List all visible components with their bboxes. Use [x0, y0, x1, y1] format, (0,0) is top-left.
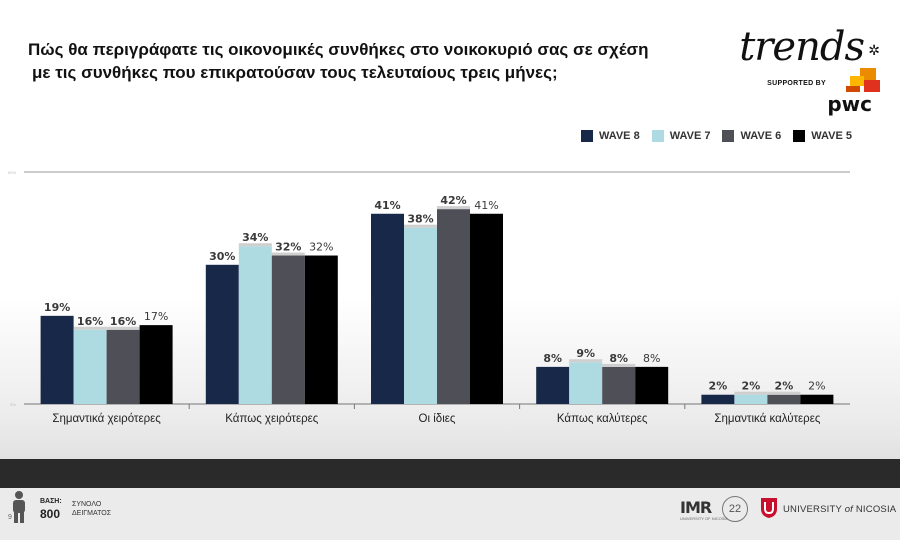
unic-logo-text: UNIVERSITY of NICOSIA — [783, 504, 896, 515]
pwc-blocks-icon — [846, 68, 880, 96]
chart-title: Πώς θα περιγράφατε τις οικονομικές συνθή… — [28, 38, 668, 84]
bar — [635, 366, 669, 404]
bar-value-label: 2% — [709, 380, 728, 393]
bar-value-label: 2% — [775, 380, 794, 393]
bar-cap — [106, 326, 140, 330]
bar — [536, 366, 570, 404]
bar-value-label: 2% — [742, 380, 761, 393]
bar-value-label: 34% — [242, 231, 268, 244]
brand-logo: trends ✲ SUPPORTED BY pwc — [730, 24, 880, 116]
legend-item-wave-7: WAVE 7 — [651, 130, 711, 142]
bar — [437, 209, 470, 404]
legend: WAVE 8 WAVE 7 WAVE 6 WAVE 5 — [580, 130, 852, 142]
bar — [205, 264, 239, 404]
sample-label: ΣΥΝΟΛΟ ΔΕΙΓΜΑΤΟΣ — [72, 501, 112, 517]
bar — [106, 329, 140, 404]
bar-value-label: 2% — [808, 380, 825, 393]
unic-prefix: UNIVERSITY — [783, 504, 842, 515]
category-label: Σημαντικά καλύτερες — [714, 413, 820, 425]
bar-value-label: 38% — [407, 213, 433, 226]
category-label: Οι ίδιες — [419, 413, 456, 425]
person-icon — [13, 491, 25, 523]
bar-value-label: 8% — [643, 352, 660, 365]
legend-item-wave-8: WAVE 8 — [580, 130, 640, 142]
bar — [40, 315, 74, 404]
bar-cap — [73, 326, 107, 330]
bar — [701, 394, 735, 404]
swirl-icon: ✲ — [868, 42, 880, 58]
supported-by-label: SUPPORTED BY — [767, 80, 826, 87]
bar-cap — [404, 224, 437, 228]
bar — [271, 255, 305, 404]
bar — [139, 325, 173, 404]
legend-label: WAVE 8 — [598, 130, 640, 142]
legend-label: WAVE 6 — [740, 130, 782, 142]
unic-shield-icon — [761, 498, 777, 518]
bar — [800, 394, 834, 404]
y-tick-label: 0% — [10, 402, 16, 407]
page-number: 9 — [8, 514, 12, 521]
bar-value-label: 42% — [440, 194, 466, 207]
bar-cap — [767, 391, 801, 395]
bar-cap — [238, 243, 272, 247]
bar — [767, 394, 801, 404]
title-line-2: με τις συνθήκες που επικρατούσαν τους τε… — [32, 63, 558, 82]
legend-swatch-wave-5 — [793, 130, 806, 142]
bar-value-label: 41% — [374, 199, 400, 212]
bar-value-label: 8% — [609, 352, 628, 365]
unic-of: of — [844, 504, 854, 515]
title-line-1: Πώς θα περιγράφατε τις οικονομικές συνθή… — [28, 40, 649, 59]
imr-logo: IMR — [680, 498, 712, 517]
bar-chart: 50% 0% 19% 16% 16% 17% Σημαντικά χειρότερες 30%… — [8, 170, 850, 425]
bar-cap — [271, 252, 305, 256]
imr-subtitle: UNIVERSITY OF NICOSIA — [680, 516, 729, 521]
footer: 9 ΒΑΣΗ: 800 ΣΥΝΟΛΟ ΔΕΙΓΜΑΤΟΣ IMR UNIVERS… — [0, 488, 900, 540]
category-label: Κάπως χειρότερες — [225, 413, 318, 425]
bar — [304, 255, 338, 404]
category-label: Κάπως καλύτερες — [557, 413, 648, 425]
pwc-logo: pwc — [827, 92, 872, 116]
bar — [602, 366, 636, 404]
bar — [470, 213, 503, 404]
y-tick-label: 50% — [8, 170, 16, 175]
anniversary-badge: 22 — [722, 496, 748, 522]
bar-value-label: 8% — [543, 352, 562, 365]
bar — [238, 246, 272, 404]
bar — [404, 227, 437, 404]
base-value: 800 — [40, 507, 61, 521]
bar — [734, 394, 768, 404]
bar-value-label: 19% — [44, 301, 70, 314]
bar-value-label: 9% — [576, 347, 595, 360]
bar-value-label: 32% — [275, 241, 301, 254]
legend-label: WAVE 5 — [811, 130, 852, 142]
bar-value-label: 30% — [209, 250, 235, 263]
bar — [73, 329, 107, 404]
bar-value-label: 41% — [474, 199, 498, 212]
footer-band — [0, 459, 900, 488]
trends-logo: trends — [739, 24, 865, 70]
bar-cap — [602, 363, 636, 367]
bar-cap — [734, 391, 768, 395]
base-label: ΒΑΣΗ: — [40, 498, 62, 505]
bar-value-label: 32% — [309, 241, 333, 254]
bar-value-label: 16% — [110, 315, 136, 328]
bar-cap — [569, 359, 603, 363]
bar — [371, 213, 404, 404]
legend-item-wave-6: WAVE 6 — [722, 130, 781, 142]
legend-swatch-wave-6 — [722, 130, 735, 142]
bar-value-label: 17% — [144, 310, 168, 323]
bar-cap — [437, 206, 470, 210]
unic-suffix: NICOSIA — [855, 504, 897, 515]
bar-value-label: 16% — [77, 315, 103, 328]
legend-label: WAVE 7 — [669, 130, 711, 142]
legend-item-wave-5: WAVE 5 — [793, 130, 852, 142]
legend-swatch-wave-7 — [651, 130, 664, 142]
category-label: Σημαντικά χειρότερες — [52, 413, 161, 425]
legend-swatch-wave-8 — [580, 130, 593, 142]
bar — [569, 362, 603, 404]
